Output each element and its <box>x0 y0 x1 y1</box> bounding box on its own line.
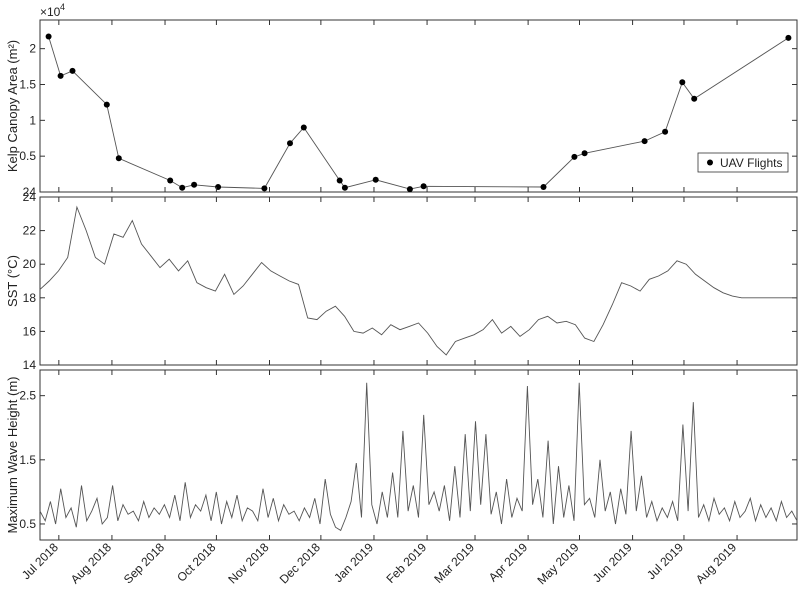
y-tick-label: 16 <box>23 324 37 338</box>
uav-flight-point <box>691 95 698 102</box>
uav-flight-point <box>57 72 64 79</box>
x-tick-label: Jun 2019 <box>590 540 635 585</box>
kelp-plot-frame <box>39 19 798 193</box>
kelp-legend: UAV Flights <box>697 152 789 173</box>
uav-flight-point <box>69 67 76 74</box>
x-tick-label: Nov 2018 <box>225 540 271 586</box>
uav-flight-point <box>406 186 413 193</box>
x-tick-label: Mar 2019 <box>431 540 477 586</box>
y-tick-label: 18 <box>23 291 37 305</box>
uav-flight-point <box>571 153 578 160</box>
wave-plot-frame <box>39 369 798 541</box>
kelp-y-ticks: 0.5 1 1.5 2 <box>19 42 797 163</box>
kelp-y-label: Kelp Canopy Area (m²) <box>5 40 20 172</box>
y-tick-label: 1.5 <box>19 453 36 467</box>
y-tick-label: 22 <box>23 224 37 238</box>
uav-flight-point <box>261 185 268 192</box>
uav-flight-point <box>679 79 686 86</box>
uav-flight-point <box>300 124 307 131</box>
x-tick-label: May 2019 <box>534 540 581 587</box>
kelp-axis-bottom-label: 24 <box>23 185 37 199</box>
y-tick-label: 2 <box>29 42 36 56</box>
kelp-exponent-power: 4 <box>60 2 65 12</box>
sst-panel: 14 16 18 20 22 24 SST (°C) <box>5 190 798 372</box>
uav-flight-point <box>341 184 348 191</box>
y-tick-label: 20 <box>23 257 37 271</box>
sst-plot-frame <box>39 196 798 366</box>
uav-flight-point <box>179 184 186 191</box>
uav-flight-point <box>287 140 293 147</box>
x-tick-label: Sep 2018 <box>121 540 167 586</box>
y-tick-label: 14 <box>23 358 37 372</box>
x-axis-ticks: Jul 2018 Aug 2018 Sep 2018 Oct 2018 Nov 2018… <box>19 20 739 587</box>
x-tick-label: Feb 2019 <box>383 540 429 586</box>
sst-y-label: SST (°C) <box>5 255 20 307</box>
uav-flight-point <box>191 181 198 188</box>
uav-flight-point <box>103 101 110 108</box>
x-tick-label: Aug 2019 <box>693 540 739 586</box>
kelp-connecting-line <box>48 36 789 190</box>
wave-y-ticks: 0.5 1.5 2.5 <box>19 389 797 531</box>
uav-flight-point <box>641 138 648 145</box>
sst-y-ticks: 14 16 18 20 22 24 <box>23 190 797 372</box>
wave-height-panel: 0.5 1.5 2.5 Maximum Wave Height (m) <box>5 369 798 541</box>
kelp-exponent-base: ×10 <box>40 5 61 19</box>
uav-flight-point <box>581 150 588 157</box>
x-tick-label: Dec 2018 <box>277 540 323 586</box>
y-tick-label: 0.5 <box>19 149 36 163</box>
x-tick-label: Aug 2018 <box>68 540 114 586</box>
y-tick-label: 1 <box>29 113 36 127</box>
uav-flight-point <box>662 128 669 135</box>
uav-flight-point <box>45 33 52 40</box>
uav-flight-point <box>420 183 427 190</box>
x-tick-label: Jul 2019 <box>644 540 686 582</box>
sst-series-line <box>39 205 797 356</box>
wave-series-line <box>39 382 798 532</box>
x-tick-label: Jul 2018 <box>19 540 61 582</box>
y-tick-label: 1.5 <box>19 78 36 92</box>
wave-y-label: Maximum Wave Height (m) <box>5 377 20 534</box>
uav-flight-point <box>785 34 792 41</box>
uav-flight-point <box>115 155 122 162</box>
x-tick-label: Jan 2019 <box>331 540 376 585</box>
uav-flight-point <box>372 176 379 183</box>
legend-box <box>697 152 789 173</box>
uav-flight-point <box>167 177 174 184</box>
kelp-canopy-panel: 0.511.52 Kelp Canopy Area (m²) ×10 4 24 … <box>5 2 798 199</box>
uav-flight-point <box>336 177 343 184</box>
y-tick-label: 0.5 <box>19 517 36 531</box>
x-tick-label: Apr 2019 <box>486 540 531 585</box>
legend-label: UAV Flights <box>720 156 782 170</box>
y-tick-label: 24 <box>23 190 37 204</box>
kelp-series <box>45 33 792 193</box>
y-tick-label: 2.5 <box>19 389 36 403</box>
x-tick-label: Oct 2018 <box>174 540 219 585</box>
uav-flight-point <box>540 184 547 190</box>
legend-marker <box>707 159 713 166</box>
